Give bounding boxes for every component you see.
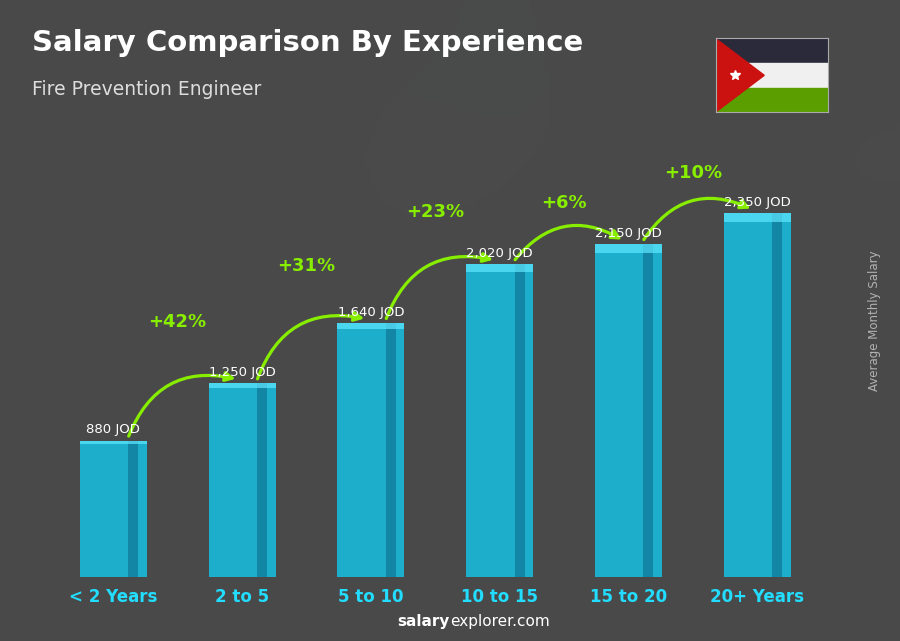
Text: Average Monthly Salary: Average Monthly Salary	[868, 250, 881, 391]
Polygon shape	[716, 38, 764, 112]
Bar	[716, 38, 828, 63]
FancyArrowPatch shape	[129, 372, 232, 436]
Bar	[772, 213, 782, 577]
Bar	[716, 63, 828, 88]
Bar	[724, 213, 790, 222]
Text: explorer.com: explorer.com	[450, 615, 550, 629]
Text: 2,150 JOD: 2,150 JOD	[595, 227, 662, 240]
Bar	[80, 441, 147, 577]
Bar	[338, 323, 404, 577]
Bar	[466, 264, 533, 577]
Bar	[80, 441, 147, 444]
Bar	[257, 383, 267, 577]
Text: +42%: +42%	[148, 313, 207, 331]
Text: +31%: +31%	[277, 257, 336, 275]
Bar	[386, 323, 396, 577]
Bar	[209, 383, 275, 388]
Text: 1,640 JOD: 1,640 JOD	[338, 306, 404, 319]
Bar	[466, 264, 533, 272]
Bar	[595, 244, 662, 253]
Bar	[716, 88, 828, 112]
Text: +10%: +10%	[663, 164, 722, 182]
Bar	[724, 213, 790, 577]
FancyArrowPatch shape	[515, 226, 619, 260]
Text: salary: salary	[398, 615, 450, 629]
Text: +23%: +23%	[406, 203, 464, 221]
FancyArrowPatch shape	[257, 313, 361, 379]
Text: +6%: +6%	[541, 194, 587, 212]
Bar	[338, 323, 404, 329]
Bar	[644, 244, 653, 577]
Bar	[129, 441, 139, 577]
Text: 2,020 JOD: 2,020 JOD	[466, 247, 533, 260]
FancyArrowPatch shape	[644, 198, 748, 240]
Bar	[595, 244, 662, 577]
Bar	[515, 264, 525, 577]
FancyArrowPatch shape	[386, 254, 490, 319]
Text: 880 JOD: 880 JOD	[86, 423, 140, 436]
Text: Salary Comparison By Experience: Salary Comparison By Experience	[32, 29, 583, 57]
Text: Fire Prevention Engineer: Fire Prevention Engineer	[32, 80, 261, 99]
Text: 1,250 JOD: 1,250 JOD	[209, 366, 275, 379]
Text: 2,350 JOD: 2,350 JOD	[724, 196, 790, 209]
Bar	[209, 383, 275, 577]
